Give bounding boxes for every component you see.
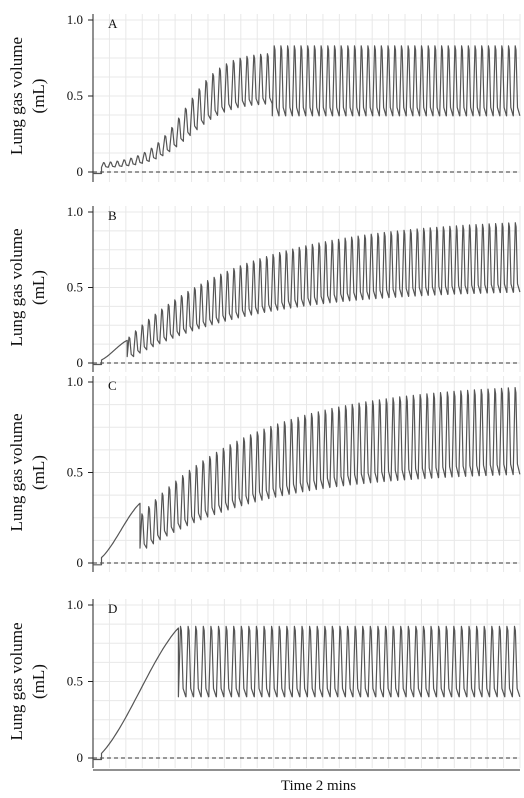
y-axis-label-unit: (mL) [29,455,48,490]
y-tick-label: 0 [77,164,84,179]
y-axis-label: Lung gas volume [7,413,26,531]
y-tick-label: 1.0 [67,12,83,27]
y-tick-label: 1.0 [67,597,83,612]
y-axis-label: Lung gas volume [7,622,26,740]
y-tick-label: 0.5 [67,280,83,295]
y-tick-label: 0.5 [67,465,83,480]
y-tick-label: 0 [77,750,84,765]
panel-label: A [108,16,118,31]
panel-label: D [108,601,117,616]
y-axis-label-unit: (mL) [29,270,48,305]
y-tick-label: 1.0 [67,374,83,389]
y-tick-label: 0.5 [67,674,83,689]
y-tick-label: 1.0 [67,204,83,219]
x-axis-label: Time 2 mins [281,778,356,794]
panel-label: B [108,208,117,223]
y-axis-label-unit: (mL) [29,664,48,699]
panel-label: C [108,378,117,393]
series-line-B [93,222,521,366]
y-axis-label: Lung gas volume [7,228,26,346]
y-tick-label: 0.5 [67,88,83,103]
series-line-C [93,387,521,566]
y-tick-label: 0 [77,555,84,570]
y-tick-label: 0 [77,355,84,370]
series-line-A [93,45,521,175]
y-axis-label-unit: (mL) [29,79,48,114]
y-axis-label: Lung gas volume [7,37,26,155]
series-line-D [93,625,521,761]
